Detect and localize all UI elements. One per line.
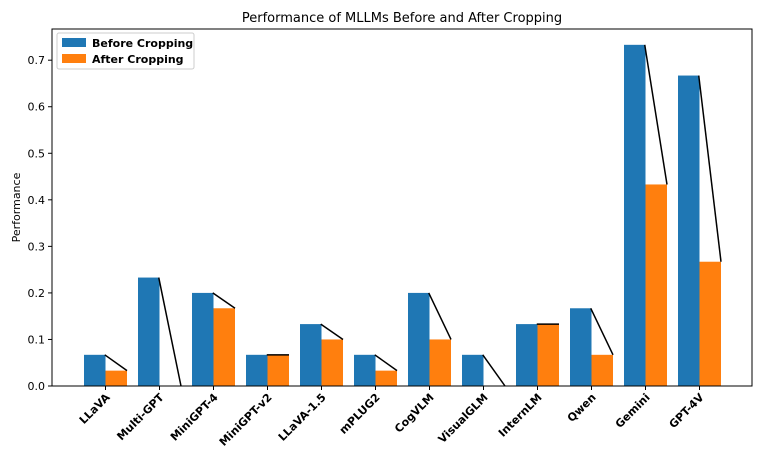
y-tick-label: 0.3 <box>28 240 46 253</box>
bar-after-cogvlm <box>429 339 451 386</box>
bar-before-visualglm <box>462 354 484 386</box>
x-tick-label: MiniGPT-v2 <box>217 391 275 449</box>
chart-title: Performance of MLLMs Before and After Cr… <box>242 11 562 26</box>
y-tick-label: 0.7 <box>28 54 46 67</box>
connector-line <box>482 354 506 387</box>
connector-line <box>374 354 398 372</box>
connector-line <box>320 323 344 341</box>
y-tick-label: 0.0 <box>28 380 46 393</box>
bar-after-qwen <box>591 354 613 386</box>
bar-before-minigpt-v2 <box>246 354 268 386</box>
y-tick-label: 0.6 <box>28 101 46 114</box>
connector-lines <box>104 44 722 387</box>
x-tick-label: LLaVA <box>77 391 113 427</box>
y-tick-label: 0.5 <box>28 147 46 160</box>
x-tick-label: Multi-GPT <box>114 391 166 443</box>
y-tick-label: 0.1 <box>28 333 46 346</box>
legend-label-after: After Cropping <box>92 53 184 66</box>
connector-line <box>698 75 722 262</box>
bar-before-llava-1.5 <box>300 324 322 386</box>
x-tick-label: mPLUG2 <box>337 391 383 437</box>
connector-line <box>644 44 668 185</box>
y-axis: 0.0 0.1 0.2 0.3 0.4 0.5 0.6 0.7 <box>28 54 52 393</box>
x-tick-label: GPT-4V <box>667 391 707 431</box>
bar-after-mplug2 <box>375 370 397 386</box>
x-tick-label: Gemini <box>613 391 653 431</box>
connector-line <box>212 292 236 309</box>
legend-label-before: Before Cropping <box>92 37 193 50</box>
y-tick-label: 0.4 <box>28 194 46 207</box>
legend-box <box>56 32 195 70</box>
x-tick-label: Qwen <box>565 391 599 425</box>
y-axis-title: Performance <box>10 172 23 242</box>
connector-line <box>104 354 128 372</box>
bar-before-multi-gpt <box>138 277 160 386</box>
bar-after-gpt-4v <box>699 261 721 386</box>
bar-before-llava <box>84 354 106 386</box>
bar-after-llava-1.5 <box>321 339 343 386</box>
bar-before-cogvlm <box>408 292 430 386</box>
bar-before-qwen <box>570 308 592 386</box>
connector-line <box>590 307 614 356</box>
connector-line <box>158 277 182 387</box>
bar-before-gpt-4v <box>678 75 700 386</box>
y-tick-label: 0.2 <box>28 287 46 300</box>
x-tick-label: VisualGLM <box>436 391 491 446</box>
bar-after-minigpt-v2 <box>267 354 289 386</box>
x-tick-label: MiniGPT-4 <box>168 391 221 444</box>
bar-before-internlm <box>516 324 538 386</box>
connector-line <box>428 292 452 340</box>
bar-after-internlm <box>537 324 559 386</box>
bar-after-minigpt-4 <box>213 308 235 386</box>
plot-frame <box>51 28 753 387</box>
bar-before-mplug2 <box>354 354 376 386</box>
bar-before-minigpt-4 <box>192 292 214 386</box>
legend-swatch-before <box>62 38 86 47</box>
bars <box>84 44 721 387</box>
legend-swatch-after <box>62 54 86 63</box>
x-tick-label: CogVLM <box>392 391 437 436</box>
bar-after-llava <box>105 370 127 386</box>
x-tick-label: LLaVA-1.5 <box>276 391 329 444</box>
bar-after-gemini <box>645 184 667 386</box>
bar-before-gemini <box>624 44 646 387</box>
x-tick-label: InternLM <box>496 391 545 440</box>
legend: Before Cropping After Cropping <box>56 32 195 70</box>
